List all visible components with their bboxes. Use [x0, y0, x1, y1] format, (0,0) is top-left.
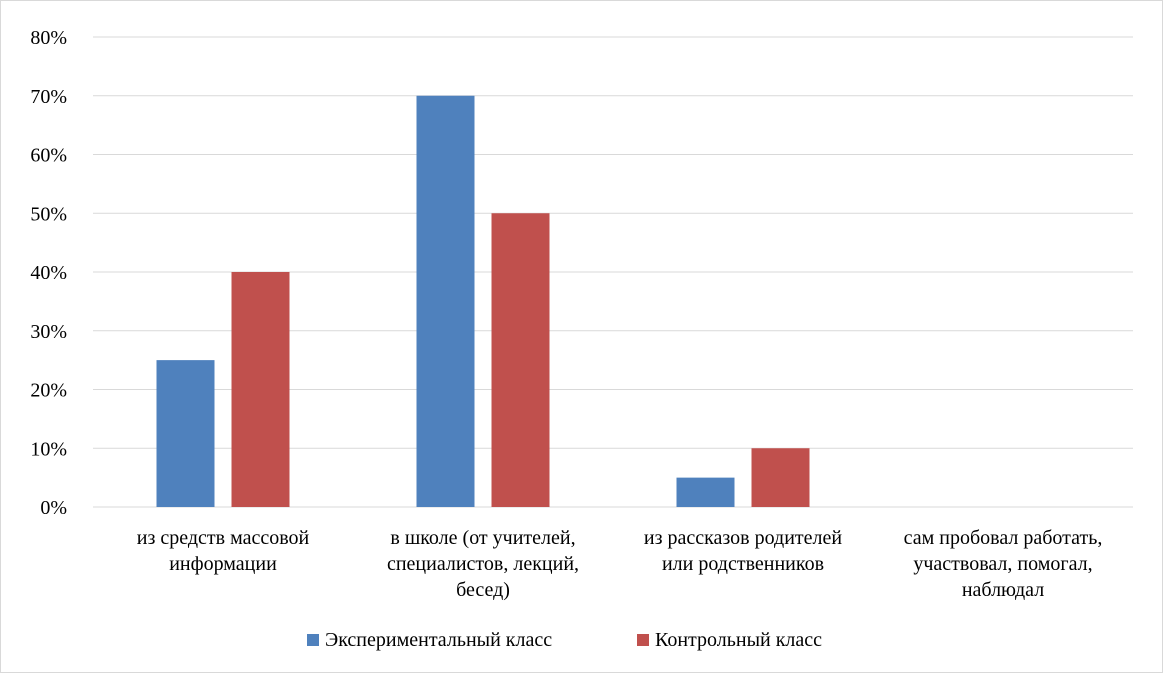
y-tick-label: 30%: [30, 321, 67, 343]
legend-swatch: [637, 634, 649, 646]
category-label-line: или родственников: [662, 553, 824, 575]
bar-experimental-1: [416, 95, 475, 507]
category-label-line: участвовал, помогал,: [913, 553, 1092, 575]
bar-control-0: [231, 272, 290, 507]
category-label-line: из средств массовой: [137, 527, 310, 549]
bar-experimental-2: [676, 477, 735, 507]
bar-control-1: [491, 213, 550, 507]
y-tick-label: 0%: [40, 497, 67, 519]
legend-label: Контрольный класс: [655, 629, 822, 651]
y-tick-label: 70%: [30, 86, 67, 108]
bar-control-2: [751, 448, 810, 507]
bars: [156, 95, 810, 507]
category-label-line: из рассказов родителей: [644, 527, 843, 549]
legend: Экспериментальный класс Контрольный класс: [307, 629, 822, 651]
category-label-line: сам пробовал работать,: [904, 527, 1103, 549]
y-axis-tick-labels: 0% 10% 20% 30% 40% 50% 60% 70% 80%: [30, 27, 67, 519]
category-label: в школе (от учителей, специалистов, лекци…: [387, 527, 579, 601]
category-label: сам пробовал работать, участвовал, помога…: [904, 527, 1103, 601]
category-label-line: наблюдал: [962, 579, 1044, 601]
category-label: из рассказов родителей или родственников: [644, 527, 843, 575]
y-tick-label: 50%: [30, 203, 67, 225]
y-tick-label: 60%: [30, 145, 67, 167]
category-label: из средств массовой информации: [137, 527, 310, 575]
category-label-line: бесед): [456, 579, 510, 601]
category-label-line: информации: [169, 553, 277, 575]
y-tick-label: 20%: [30, 380, 67, 402]
category-label-line: специалистов, лекций,: [387, 553, 579, 575]
category-label-line: в школе (от учителей,: [390, 527, 575, 549]
bar-experimental-0: [156, 360, 215, 507]
legend-label: Экспериментальный класс: [325, 629, 552, 651]
x-axis-category-labels: из средств массовой информации в школе (от…: [137, 527, 1103, 601]
legend-swatch: [307, 634, 319, 646]
y-tick-label: 10%: [30, 438, 67, 460]
y-tick-label: 80%: [30, 27, 67, 49]
y-tick-label: 40%: [30, 262, 67, 284]
